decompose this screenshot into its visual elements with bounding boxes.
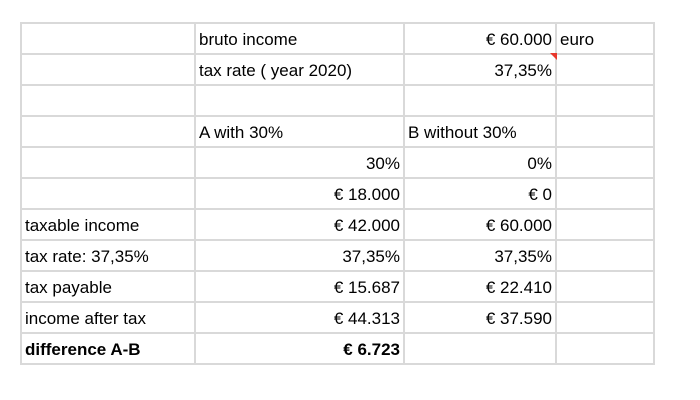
cell-header-b[interactable]: B without 30% (403, 115, 557, 148)
cell-header-a[interactable]: A with 30% (194, 115, 405, 148)
cell-label[interactable]: tax payable (20, 270, 196, 303)
cell-tax-rate-label[interactable]: tax rate ( year 2020) (194, 53, 405, 86)
cell[interactable]: € 22.410 (403, 270, 557, 303)
table-row: bruto income € 60.000 euro (20, 22, 655, 55)
cell-difference-value[interactable]: € 6.723 (194, 332, 405, 365)
table-row: 30% 0% (20, 146, 655, 179)
cell-label[interactable]: taxable income (20, 208, 196, 241)
table-row: tax payable € 15.687 € 22.410 (20, 270, 655, 303)
cell[interactable] (403, 84, 557, 117)
cell[interactable] (555, 332, 655, 365)
cell-tax-rate-value-with-comment[interactable]: 37,35% (403, 53, 558, 86)
cell[interactable]: € 15.687 (194, 270, 405, 303)
cell[interactable]: € 44.313 (194, 301, 405, 334)
cell-label[interactable]: tax rate: 37,35% (20, 239, 196, 272)
table-row: difference A-B € 6.723 (20, 332, 655, 365)
cell[interactable]: 37,35% (403, 239, 557, 272)
table-row: € 18.000 € 0 (20, 177, 655, 210)
cell[interactable]: 0% (403, 146, 557, 179)
cell[interactable] (20, 84, 196, 117)
cell[interactable] (555, 301, 655, 334)
table-row: taxable income € 42.000 € 60.000 (20, 208, 655, 241)
cell-bruto-income-label[interactable]: bruto income (194, 22, 405, 55)
cell[interactable]: € 18.000 (194, 177, 405, 210)
cell[interactable]: 30% (194, 146, 405, 179)
spreadsheet-grid: bruto income € 60.000 euro tax rate ( ye… (20, 22, 655, 365)
cell[interactable] (555, 239, 655, 272)
cell[interactable] (20, 22, 196, 55)
cell[interactable] (555, 115, 655, 148)
cell-bruto-income-value[interactable]: € 60.000 (403, 22, 557, 55)
cell-label[interactable]: income after tax (20, 301, 196, 334)
cell[interactable] (555, 177, 655, 210)
table-row: A with 30% B without 30% (20, 115, 655, 148)
table-row: tax rate ( year 2020) 37,35% (20, 53, 655, 86)
table-row (20, 84, 655, 117)
cell[interactable] (20, 177, 196, 210)
cell-unit[interactable]: euro (555, 22, 655, 55)
cell[interactable] (555, 146, 655, 179)
cell[interactable]: € 0 (403, 177, 557, 210)
cell[interactable]: 37,35% (194, 239, 405, 272)
cell-difference-label[interactable]: difference A-B (20, 332, 196, 365)
cell[interactable] (20, 146, 196, 179)
table-row: tax rate: 37,35% 37,35% 37,35% (20, 239, 655, 272)
cell[interactable] (20, 53, 196, 86)
cell[interactable] (555, 53, 655, 86)
cell[interactable]: € 42.000 (194, 208, 405, 241)
cell[interactable] (403, 332, 557, 365)
cell[interactable] (20, 115, 196, 148)
cell[interactable] (555, 270, 655, 303)
cell[interactable] (555, 208, 655, 241)
cell[interactable]: € 60.000 (403, 208, 557, 241)
cell[interactable] (555, 84, 655, 117)
cell[interactable] (194, 84, 405, 117)
table-row: income after tax € 44.313 € 37.590 (20, 301, 655, 334)
cell[interactable]: € 37.590 (403, 301, 557, 334)
